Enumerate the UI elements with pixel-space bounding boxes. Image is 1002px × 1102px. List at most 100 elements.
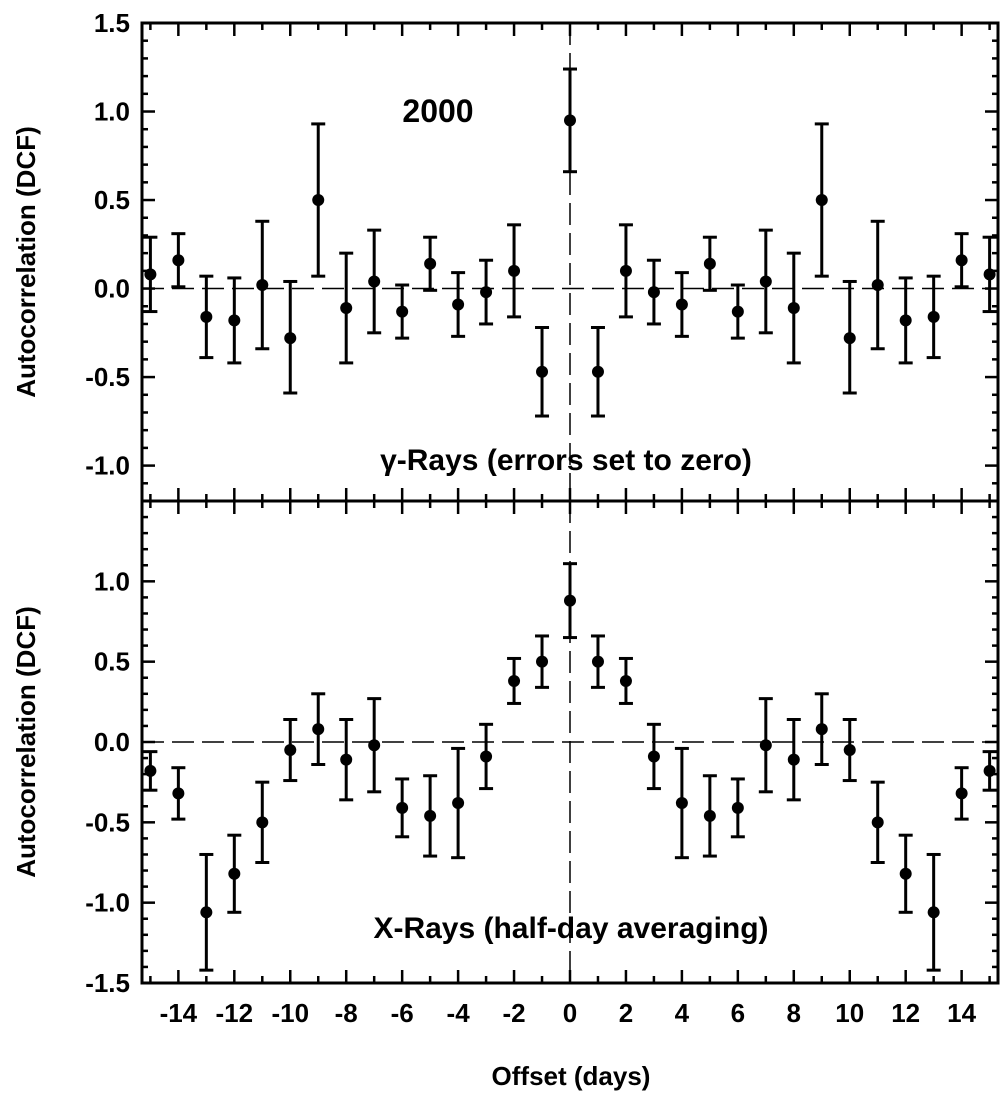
point-marker bbox=[759, 739, 772, 752]
data-point bbox=[255, 780, 270, 864]
data-point bbox=[339, 251, 354, 365]
point-marker bbox=[424, 809, 437, 822]
point-marker bbox=[368, 739, 381, 752]
point-marker bbox=[703, 809, 716, 822]
point-marker bbox=[955, 254, 968, 267]
point-marker bbox=[396, 801, 409, 814]
data-point bbox=[199, 852, 214, 972]
data-point bbox=[898, 276, 913, 365]
panel-bottom: 1.0 0.5 0.0 -0.5 -1.0 -1.5 Autocorrelation (DC… bbox=[11, 499, 1000, 998]
point-marker bbox=[536, 365, 549, 378]
x-tick-label: 2 bbox=[619, 998, 633, 1028]
data-point bbox=[730, 283, 745, 340]
y-tick-label: -1.5 bbox=[85, 968, 130, 998]
point-marker bbox=[452, 298, 465, 311]
point-marker bbox=[508, 264, 521, 277]
data-point bbox=[451, 271, 466, 338]
point-marker bbox=[899, 867, 912, 880]
data-point bbox=[283, 279, 298, 395]
point-marker bbox=[284, 332, 297, 345]
data-point bbox=[758, 228, 773, 335]
data-point bbox=[702, 774, 717, 858]
point-marker bbox=[256, 279, 269, 292]
x-tick-label: 0 bbox=[563, 998, 577, 1028]
data-point bbox=[171, 766, 186, 821]
data-point bbox=[479, 258, 494, 326]
x-tick-label: 10 bbox=[835, 998, 864, 1028]
point-marker bbox=[871, 279, 884, 292]
point-marker bbox=[927, 906, 940, 919]
data-point bbox=[367, 228, 382, 335]
x-tick-label: 8 bbox=[787, 998, 801, 1028]
data-point bbox=[423, 774, 438, 858]
y-tick-label: 0.5 bbox=[94, 185, 130, 215]
data-point bbox=[143, 750, 158, 792]
data-point bbox=[311, 122, 326, 278]
series-label: X-Rays (half-day averaging) bbox=[373, 912, 768, 945]
x-tick-label: -8 bbox=[335, 998, 358, 1028]
point-marker bbox=[424, 257, 437, 270]
y-tick-label: -0.5 bbox=[85, 362, 130, 392]
x-tick-label: -14 bbox=[160, 998, 198, 1028]
point-marker bbox=[340, 302, 353, 315]
data-point bbox=[143, 235, 158, 314]
point-marker bbox=[564, 114, 576, 127]
point-marker bbox=[368, 275, 381, 288]
data-point bbox=[702, 235, 717, 292]
data-point bbox=[618, 656, 633, 705]
point-marker bbox=[591, 365, 604, 378]
point-marker bbox=[452, 797, 465, 810]
x-tick-label: -6 bbox=[391, 998, 414, 1028]
point-marker bbox=[172, 787, 185, 800]
data-point bbox=[451, 746, 466, 860]
point-marker bbox=[480, 750, 493, 763]
point-marker bbox=[619, 264, 632, 277]
point-marker bbox=[647, 286, 660, 299]
point-marker bbox=[228, 314, 241, 327]
point-marker bbox=[172, 254, 185, 267]
x-tick-label: -4 bbox=[447, 998, 471, 1028]
data-point bbox=[423, 235, 438, 292]
data-point bbox=[618, 223, 633, 319]
data-point bbox=[870, 780, 885, 864]
data-point bbox=[926, 852, 941, 972]
data-point bbox=[395, 283, 410, 340]
point-marker bbox=[731, 305, 744, 318]
x-tick-label: 14 bbox=[947, 998, 976, 1028]
panels-layer: 1.5 1.0 0.5 0.0 -0.5 -1.0 Autocorrelation (DCF… bbox=[11, 8, 1000, 998]
point-marker bbox=[647, 750, 660, 763]
point-marker bbox=[200, 906, 213, 919]
y-tick-label: 1.5 bbox=[94, 8, 130, 38]
point-marker bbox=[312, 723, 325, 736]
data-point bbox=[646, 258, 661, 326]
x-tick-label: -10 bbox=[271, 998, 309, 1028]
data-point bbox=[227, 833, 242, 914]
data-point bbox=[590, 634, 605, 689]
point-marker bbox=[675, 797, 688, 810]
x-tick-labels: -14 -12 -10 -8 -6 -4 -2 0 2 4 6 8 10 12 14 bbox=[160, 998, 977, 1028]
data-point bbox=[842, 718, 857, 783]
data-point bbox=[479, 722, 494, 791]
data-point bbox=[171, 232, 186, 289]
data-point bbox=[367, 697, 382, 794]
data-point bbox=[786, 718, 801, 802]
x-tick-label: -2 bbox=[502, 998, 525, 1028]
data-point bbox=[590, 326, 605, 418]
data-point bbox=[674, 746, 689, 860]
point-marker bbox=[480, 286, 493, 299]
point-marker bbox=[731, 801, 744, 814]
data-point bbox=[283, 718, 298, 783]
point-marker bbox=[927, 310, 940, 323]
y-axis-label: Autocorrelation (DCF) bbox=[11, 126, 41, 398]
data-point bbox=[563, 67, 577, 174]
point-marker bbox=[703, 257, 716, 270]
data-point bbox=[535, 326, 550, 418]
data-point bbox=[227, 276, 242, 365]
series-label: γ-Rays (errors set to zero) bbox=[380, 444, 752, 477]
point-marker bbox=[284, 744, 297, 757]
data-point bbox=[786, 251, 801, 365]
point-marker bbox=[396, 305, 409, 318]
y-tick-label: 0.0 bbox=[94, 274, 130, 304]
point-marker bbox=[144, 764, 157, 777]
